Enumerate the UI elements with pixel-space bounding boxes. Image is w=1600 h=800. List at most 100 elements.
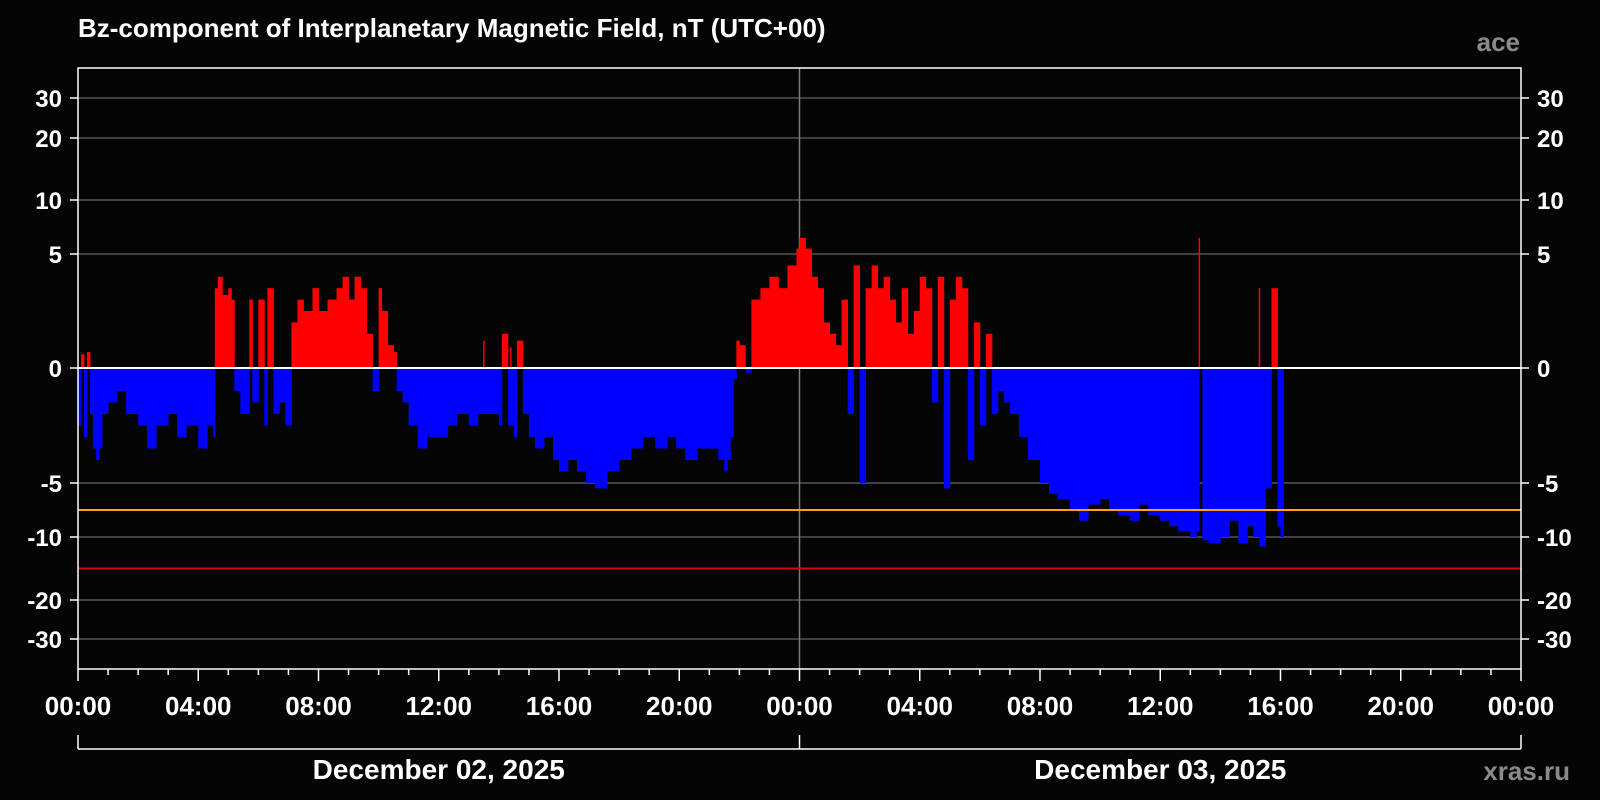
x-tick-label: 20:00 xyxy=(646,691,713,721)
bz-positive-bar xyxy=(973,322,981,368)
bz-negative-bar xyxy=(456,368,470,414)
bz-positive-bar xyxy=(381,311,389,368)
bz-negative-bar xyxy=(543,368,554,437)
bz-positive-bar xyxy=(291,322,298,368)
chart-title: Bz-component of Interplanetary Magnetic … xyxy=(78,13,826,43)
bz-negative-bar xyxy=(402,368,410,403)
bz-positive-bar xyxy=(312,288,319,368)
bz-negative-bar xyxy=(1139,368,1149,505)
bz-negative-bar xyxy=(745,368,752,373)
y-tick-label-right: 10 xyxy=(1537,188,1564,215)
y-tick-label-left: -5 xyxy=(41,471,62,498)
bz-negative-bar xyxy=(408,368,419,426)
bz-negative-bar xyxy=(697,368,710,449)
bz-negative-bar xyxy=(108,368,118,403)
bz-negative-bar xyxy=(102,368,109,414)
bz-negative-bar xyxy=(1018,368,1029,437)
bz-negative-bar xyxy=(147,368,157,449)
y-tick-label-right: -5 xyxy=(1537,471,1558,498)
bz-negative-bar xyxy=(498,368,503,426)
bz-negative-bar xyxy=(90,368,94,414)
y-tick-label-left: 20 xyxy=(35,126,62,153)
bz-positive-bar xyxy=(961,288,969,368)
bz-positive-bar xyxy=(796,248,800,368)
bz-negative-bar xyxy=(667,368,677,437)
y-tick-label-left: -20 xyxy=(27,588,62,615)
bz-positive-bar xyxy=(799,237,806,368)
bz-positive-bar xyxy=(222,295,229,368)
bz-negative-bar xyxy=(718,368,725,460)
date-label: December 02, 2025 xyxy=(313,754,565,785)
bz-negative-bar xyxy=(577,368,587,472)
bz-negative-bar xyxy=(552,368,560,460)
bz-negative-bar xyxy=(1009,368,1020,414)
bz-negative-bar xyxy=(967,368,975,460)
bz-positive-bar xyxy=(516,340,524,368)
bz-positive-bar xyxy=(829,333,836,368)
bz-positive-bar xyxy=(811,276,818,368)
bz-negative-bar xyxy=(396,368,404,391)
bz-negative-bar xyxy=(99,368,103,449)
bz-positive-bar xyxy=(214,288,219,368)
threshold-lines xyxy=(78,367,1521,570)
bz-negative-bar xyxy=(534,368,545,449)
y-tick-label-right: 5 xyxy=(1537,242,1550,269)
bz-negative-bar xyxy=(186,368,199,426)
bz-positive-bar xyxy=(336,288,343,368)
bz-positive-bar xyxy=(805,248,812,368)
bz-positive-bar xyxy=(1271,288,1278,368)
bz-negative-bar xyxy=(1169,368,1179,527)
x-tick-label: 12:00 xyxy=(406,691,473,721)
bz-positive-bar xyxy=(760,288,770,368)
bz-negative-bar xyxy=(156,368,169,426)
bz-negative-bar xyxy=(1109,368,1119,510)
bz-negative-bar xyxy=(1178,368,1191,532)
date-label: December 03, 2025 xyxy=(1034,754,1286,785)
bz-negative-bar xyxy=(240,368,250,414)
bz-positive-bar xyxy=(985,333,993,368)
bz-positive-bar xyxy=(865,288,873,368)
bz-negative-bar xyxy=(1118,368,1131,516)
bz-negative-bar xyxy=(264,368,268,426)
bz-positive-bar xyxy=(739,345,746,368)
bz-negative-bar xyxy=(1100,368,1110,500)
y-tick-label-right: -10 xyxy=(1537,525,1572,552)
bz-negative-bar xyxy=(96,368,100,460)
bz-negative-bar xyxy=(1202,368,1209,541)
grid xyxy=(78,68,1521,669)
bz-negative-bar xyxy=(1148,368,1161,516)
bz-negative-bar xyxy=(991,368,999,414)
bz-negative-bar xyxy=(252,368,259,403)
bz-positive-bar xyxy=(901,288,909,368)
bz-negative-bar xyxy=(931,368,939,403)
bz-negative-bar xyxy=(1040,368,1050,483)
bz-negative-bar xyxy=(724,368,728,472)
bz-negative-bar xyxy=(477,368,488,414)
bz-negative-bar xyxy=(447,368,458,426)
x-tick-label: 04:00 xyxy=(165,691,232,721)
bz-positive-bar xyxy=(87,352,91,368)
bz-negative-bar xyxy=(213,368,216,437)
bz-negative-bar xyxy=(997,368,1005,391)
bz-positive-bar xyxy=(877,288,885,368)
bz-positive-bar xyxy=(297,299,304,368)
y-tick-label-left: 10 xyxy=(35,188,62,215)
bz-negative-bar xyxy=(1238,368,1248,544)
bz-positive-bar xyxy=(228,288,232,368)
bz-negative-bar xyxy=(595,368,602,489)
bz-negative-bar xyxy=(1253,368,1260,537)
bz-positive-bar xyxy=(835,345,842,368)
bz-negative-bar xyxy=(168,368,178,414)
bz-negative-bar xyxy=(1003,368,1011,403)
bz-negative-bar xyxy=(1247,368,1254,527)
bz-negative-bar xyxy=(1277,368,1281,527)
bz-negative-bar xyxy=(1280,368,1284,537)
data-area xyxy=(78,237,1284,547)
bz-negative-bar xyxy=(730,368,734,437)
bz-negative-bar xyxy=(285,368,292,426)
bz-negative-bar xyxy=(1130,368,1140,521)
bz-positive-bar xyxy=(318,311,328,368)
bz-positive-bar xyxy=(907,333,915,368)
y-tick-label-left: 5 xyxy=(49,242,62,269)
